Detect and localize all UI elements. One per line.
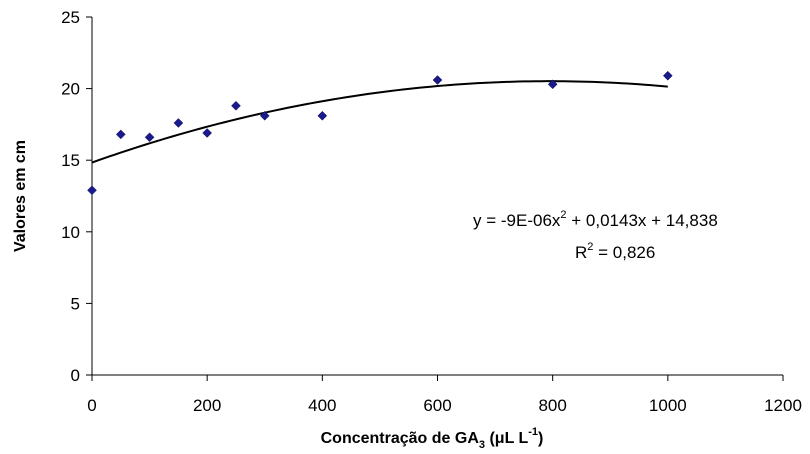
- trend-line: [91, 80, 668, 164]
- x-axis-title-sub: 3: [479, 439, 485, 451]
- y-tick-label: 5: [71, 294, 80, 313]
- y-axis-ticks: 0 5 10 15 20 25: [61, 8, 92, 385]
- trend-equation: y = -9E-06x2 + 0,0143x + 14,838: [473, 209, 718, 230]
- y-tick-label: 15: [61, 151, 80, 170]
- x-tick-label: 200: [193, 396, 221, 415]
- y-tick-label: 0: [71, 366, 80, 385]
- x-tick-label: 1000: [649, 396, 687, 415]
- x-axis-title-paren-open: (μL L: [485, 430, 528, 447]
- data-point: [547, 79, 558, 90]
- x-tick-label: 1200: [764, 396, 802, 415]
- data-point: [202, 128, 213, 138]
- x-axis-title-paren-close: ): [538, 430, 543, 447]
- data-point: [317, 110, 328, 121]
- data-point: [87, 185, 97, 196]
- y-axis-title: Valores em cm: [12, 140, 29, 252]
- x-axis-title: Concentração de GA3 (μL L-1): [321, 426, 544, 451]
- x-axis-title-main: Concentração de GA: [321, 430, 480, 447]
- y-tick-label: 10: [61, 223, 80, 242]
- data-point: [662, 70, 673, 81]
- x-tick-label: 0: [87, 396, 96, 415]
- y-tick-label: 20: [61, 80, 80, 99]
- x-axis-ticks: 0 200 400 600 800 1000 1200: [87, 375, 802, 415]
- x-tick-label: 600: [423, 396, 451, 415]
- data-point: [259, 110, 270, 121]
- y-tick-label: 25: [61, 8, 80, 27]
- data-point: [144, 132, 155, 143]
- data-point: [231, 100, 241, 111]
- x-tick-label: 800: [538, 396, 566, 415]
- data-point: [432, 75, 443, 85]
- x-tick-label: 400: [308, 396, 336, 415]
- data-point: [173, 118, 184, 128]
- x-axis-title-sup: -1: [528, 426, 538, 438]
- data-point: [115, 129, 126, 140]
- data-points: [87, 70, 673, 196]
- r-squared: R2 = 0,826: [575, 241, 655, 262]
